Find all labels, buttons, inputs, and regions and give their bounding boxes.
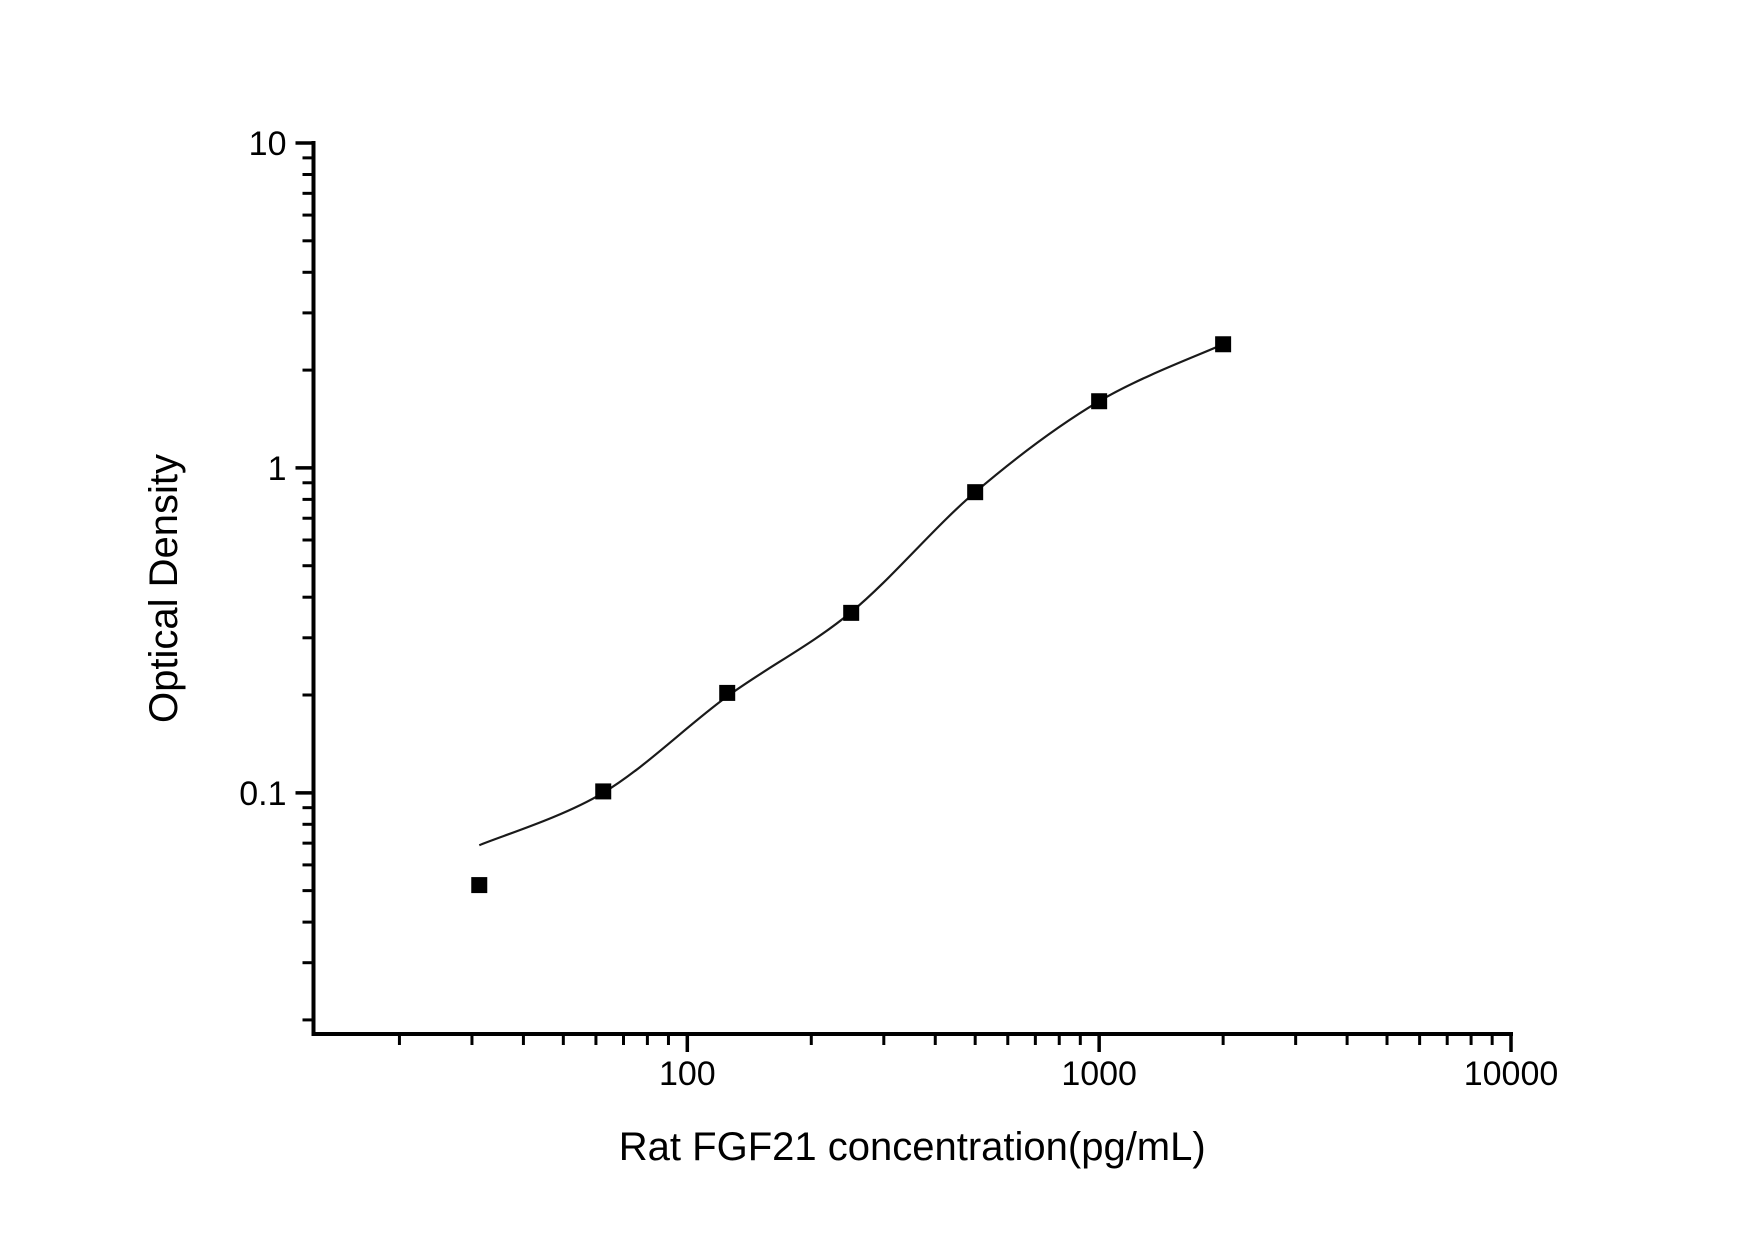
tick-labels: 100 1000 10000 10 1 0.1 Rat FGF21 concentratio… [142,125,1558,1169]
data-point-marker [1215,336,1232,353]
x-axis-title: Rat FGF21 concentration(pg/mL) [619,1125,1206,1169]
data-point-marker [967,484,984,501]
y-tick-label: 10 [249,125,287,163]
x-tick-label: 1000 [1061,1055,1137,1093]
data-point-marker [1091,393,1108,410]
y-axis-title: Optical Density [142,454,186,723]
tick-marks [295,141,1513,1052]
axes [311,141,1513,1036]
data-point-marker [843,604,860,621]
data-point-marker [595,783,612,800]
y-tick-label: 1 [268,450,287,488]
data-point-marker [471,877,488,894]
x-tick-label: 100 [659,1055,716,1093]
y-tick-label: 0.1 [239,775,286,813]
data-series [471,336,1232,894]
axis-frame [311,141,1513,1036]
fit-curve-line [478,343,1224,847]
x-tick-label: 10000 [1464,1055,1559,1093]
data-point-marker [719,684,736,701]
